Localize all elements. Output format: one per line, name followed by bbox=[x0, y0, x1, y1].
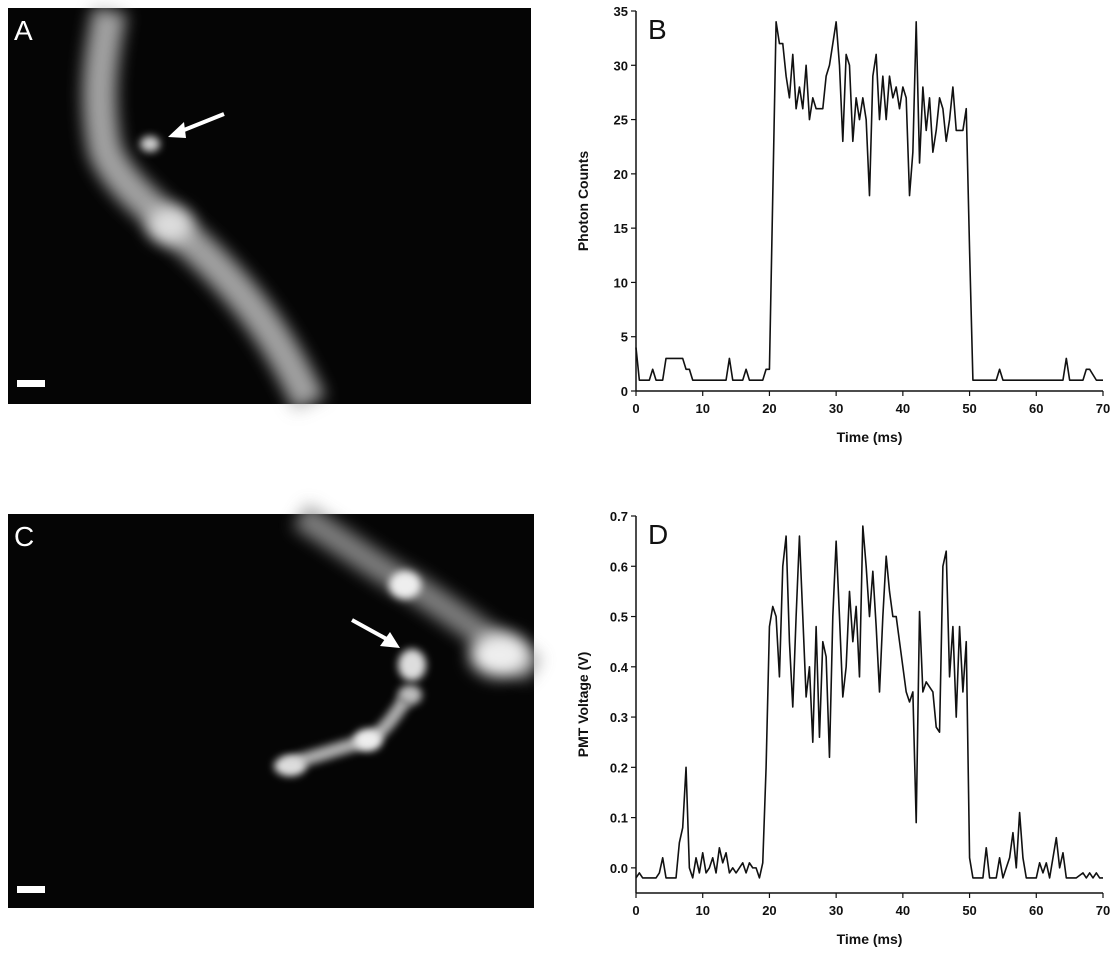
x-tick-label: 30 bbox=[829, 903, 843, 918]
y-tick-label: 15 bbox=[614, 221, 628, 236]
x-tick-label: 70 bbox=[1096, 401, 1110, 416]
x-tick-label: 60 bbox=[1029, 903, 1043, 918]
x-axis-label: Time (ms) bbox=[837, 429, 903, 445]
y-tick-label: 0.4 bbox=[610, 660, 629, 675]
y-axis-label: PMT Voltage (V) bbox=[575, 652, 591, 758]
x-tick-label: 60 bbox=[1029, 401, 1043, 416]
x-tick-label: 10 bbox=[695, 903, 709, 918]
panel-label: B bbox=[648, 14, 667, 45]
x-tick-label: 10 bbox=[695, 401, 709, 416]
y-tick-label: 0.5 bbox=[610, 610, 628, 625]
y-tick-label: 0.0 bbox=[610, 861, 628, 876]
data-line bbox=[635, 21, 1103, 381]
x-axis-label: Time (ms) bbox=[837, 931, 903, 947]
x-tick-label: 0 bbox=[632, 401, 639, 416]
y-tick-label: 5 bbox=[621, 330, 628, 345]
x-tick-label: 50 bbox=[962, 903, 976, 918]
y-axis-label: Photon Counts bbox=[575, 151, 591, 252]
x-tick-label: 70 bbox=[1096, 903, 1110, 918]
data-line bbox=[635, 525, 1103, 879]
x-tick-label: 50 bbox=[962, 401, 976, 416]
panel-label: C bbox=[14, 521, 34, 552]
y-tick-label: 10 bbox=[614, 275, 628, 290]
x-tick-label: 40 bbox=[896, 903, 910, 918]
y-tick-label: 0.6 bbox=[610, 559, 628, 574]
x-tick-label: 40 bbox=[896, 401, 910, 416]
y-tick-label: 25 bbox=[614, 113, 628, 128]
panel-label: D bbox=[648, 519, 668, 550]
micrograph-a: A bbox=[8, 6, 531, 412]
y-tick-label: 0.3 bbox=[610, 710, 628, 725]
y-tick-label: 0.7 bbox=[610, 509, 628, 524]
y-tick-label: 0 bbox=[621, 384, 628, 399]
x-tick-label: 20 bbox=[762, 903, 776, 918]
y-tick-label: 20 bbox=[614, 167, 628, 182]
micrograph-c: C bbox=[8, 503, 542, 908]
y-tick-label: 0.2 bbox=[610, 760, 628, 775]
panel-label: A bbox=[14, 15, 33, 46]
y-tick-label: 35 bbox=[614, 4, 628, 19]
y-tick-label: 0.1 bbox=[610, 811, 628, 826]
x-tick-label: 0 bbox=[632, 903, 639, 918]
x-tick-label: 20 bbox=[762, 401, 776, 416]
y-tick-label: 30 bbox=[614, 58, 628, 73]
x-tick-label: 30 bbox=[829, 401, 843, 416]
